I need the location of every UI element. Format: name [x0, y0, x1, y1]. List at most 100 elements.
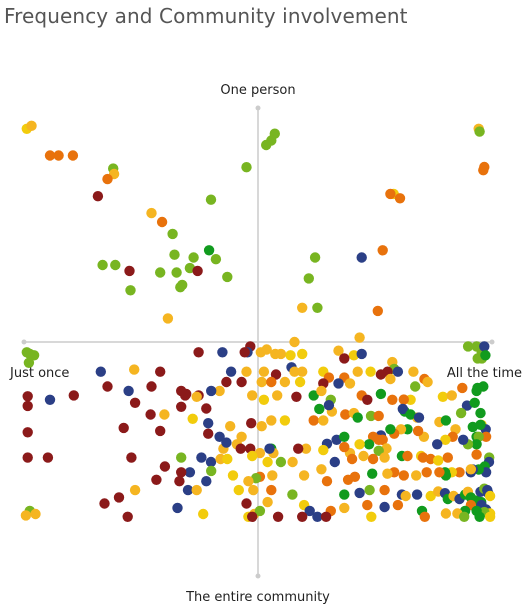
data-point[interactable] [174, 476, 185, 487]
data-point[interactable] [258, 366, 270, 377]
data-point[interactable] [413, 412, 425, 423]
data-point[interactable] [484, 490, 496, 502]
data-point[interactable] [275, 348, 287, 360]
data-point[interactable] [30, 508, 41, 520]
data-point[interactable] [287, 456, 298, 468]
data-point[interactable] [176, 401, 187, 412]
data-point[interactable] [455, 407, 467, 419]
data-point[interactable] [289, 366, 300, 377]
data-point[interactable] [480, 350, 491, 361]
data-point[interactable] [23, 357, 35, 368]
data-point[interactable] [222, 271, 233, 283]
data-point[interactable] [129, 364, 140, 375]
data-point[interactable] [184, 467, 196, 478]
data-point[interactable] [110, 259, 121, 271]
data-point[interactable] [362, 499, 373, 511]
data-point[interactable] [316, 464, 327, 475]
data-point[interactable] [354, 487, 365, 499]
data-point[interactable] [297, 348, 308, 360]
data-point[interactable] [365, 366, 376, 377]
data-point[interactable] [398, 470, 409, 481]
data-point[interactable] [318, 415, 329, 426]
data-point[interactable] [392, 366, 404, 377]
data-point[interactable] [471, 439, 482, 450]
data-point[interactable] [339, 489, 350, 500]
data-point[interactable] [373, 445, 384, 456]
data-point[interactable] [22, 452, 33, 463]
data-point[interactable] [214, 385, 225, 397]
data-point[interactable] [321, 476, 333, 487]
data-point[interactable] [398, 394, 409, 405]
data-point[interactable] [394, 193, 406, 204]
data-point[interactable] [285, 350, 296, 361]
data-point[interactable] [248, 484, 259, 496]
data-point[interactable] [261, 139, 272, 151]
data-point[interactable] [316, 385, 327, 397]
data-point[interactable] [289, 336, 300, 348]
data-point[interactable] [457, 382, 468, 394]
data-point[interactable] [308, 415, 319, 426]
data-point[interactable] [214, 431, 225, 442]
data-point[interactable] [308, 390, 319, 401]
data-point[interactable] [366, 511, 377, 522]
data-point[interactable] [206, 465, 217, 477]
data-point[interactable] [314, 403, 325, 415]
data-point[interactable] [333, 345, 344, 356]
data-point[interactable] [300, 443, 312, 454]
data-point[interactable] [118, 422, 129, 434]
data-point[interactable] [408, 366, 419, 377]
data-point[interactable] [241, 162, 252, 173]
data-point[interactable] [201, 476, 212, 487]
data-point[interactable] [22, 391, 33, 402]
data-point[interactable] [344, 378, 356, 389]
data-point[interactable] [44, 394, 56, 405]
data-point[interactable] [205, 194, 217, 205]
data-point[interactable] [233, 484, 244, 496]
data-point[interactable] [102, 173, 113, 185]
data-point[interactable] [329, 456, 340, 468]
data-point[interactable] [377, 434, 388, 445]
data-point[interactable] [440, 415, 452, 426]
data-point[interactable] [272, 390, 283, 401]
data-point[interactable] [256, 376, 267, 388]
data-point[interactable] [412, 425, 424, 437]
data-point[interactable] [203, 245, 215, 256]
data-point[interactable] [146, 381, 157, 392]
data-point[interactable] [275, 456, 287, 468]
data-point[interactable] [437, 391, 449, 402]
data-point[interactable] [262, 496, 273, 508]
data-point[interactable] [442, 452, 453, 463]
data-point[interactable] [459, 511, 470, 522]
data-point[interactable] [22, 400, 33, 412]
data-point[interactable] [210, 254, 222, 265]
data-point[interactable] [312, 302, 323, 313]
data-point[interactable] [372, 305, 383, 317]
data-point[interactable] [191, 391, 202, 402]
data-point[interactable] [262, 456, 273, 468]
data-point[interactable] [367, 468, 378, 479]
data-point[interactable] [266, 376, 277, 388]
data-point[interactable] [484, 511, 496, 522]
data-point[interactable] [287, 489, 298, 500]
data-point[interactable] [293, 443, 304, 454]
data-point[interactable] [392, 499, 404, 511]
data-point[interactable] [156, 216, 168, 228]
data-point[interactable] [432, 439, 443, 450]
data-point[interactable] [92, 191, 104, 202]
data-point[interactable] [475, 419, 486, 430]
data-point[interactable] [379, 501, 390, 513]
data-point[interactable] [102, 381, 113, 392]
data-point[interactable] [462, 341, 474, 352]
data-point[interactable] [362, 394, 373, 405]
data-point[interactable] [367, 453, 379, 465]
data-point[interactable] [354, 332, 365, 343]
data-point[interactable] [294, 376, 306, 388]
data-point[interactable] [385, 373, 396, 385]
data-point[interactable] [217, 347, 228, 358]
data-point[interactable] [203, 418, 214, 429]
data-point[interactable] [339, 441, 350, 453]
data-point[interactable] [421, 467, 432, 478]
data-point[interactable] [243, 476, 254, 487]
data-point[interactable] [68, 390, 80, 401]
data-point[interactable] [333, 378, 344, 389]
